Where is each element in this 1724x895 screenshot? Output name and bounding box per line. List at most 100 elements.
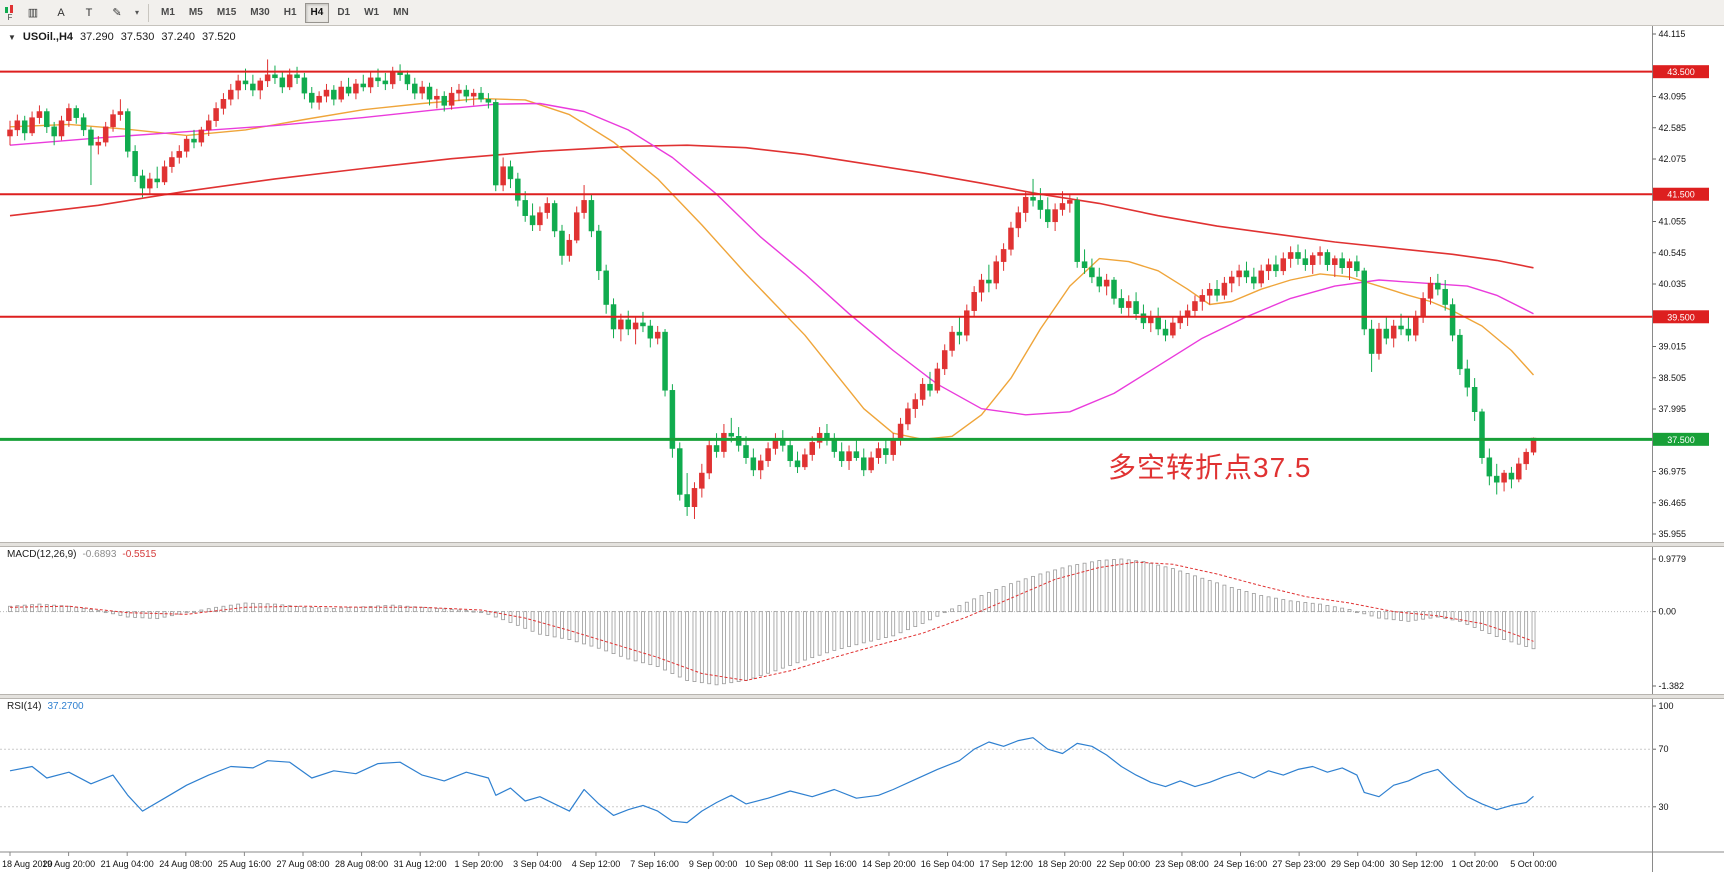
chart-area[interactable]: 43.500 41.500 39.500 37.500 44.115 43.095 42.5… <box>0 26 1724 895</box>
hline-37.500[interactable]: 37.500 <box>0 432 1709 446</box>
svg-text:14 Sep 20:00: 14 Sep 20:00 <box>862 859 916 869</box>
svg-text:41.055: 41.055 <box>1659 217 1687 227</box>
svg-text:5 Oct 00:00: 5 Oct 00:00 <box>1510 859 1557 869</box>
svg-text:44.115: 44.115 <box>1659 29 1686 39</box>
toolbar-button-chart-grid[interactable]: ▥ <box>27 7 39 19</box>
svg-text:4 Sep 12:00: 4 Sep 12:00 <box>572 859 621 869</box>
rsi-line <box>9 737 1534 824</box>
svg-text:11 Sep 16:00: 11 Sep 16:00 <box>804 859 857 869</box>
svg-text:35.955: 35.955 <box>1659 529 1687 539</box>
svg-text:39.500: 39.500 <box>1667 312 1695 322</box>
svg-text:17 Sep 12:00: 17 Sep 12:00 <box>979 859 1033 869</box>
chart-window-icon <box>4 3 16 14</box>
svg-text:39.015: 39.015 <box>1659 342 1687 352</box>
svg-text:70: 70 <box>1659 744 1669 754</box>
macd-signal-value: -0.5515 <box>122 549 157 560</box>
svg-text:27 Sep 23:00: 27 Sep 23:00 <box>1272 859 1326 869</box>
ohlc-close: 37.520 <box>202 31 236 43</box>
hline-39.500[interactable]: 39.500 <box>0 310 1709 324</box>
svg-text:21 Aug 04:00: 21 Aug 04:00 <box>101 859 154 869</box>
ohlc-open: 37.290 <box>80 31 114 43</box>
toolbar-button-text-label[interactable]: A <box>57 6 65 19</box>
svg-text:22 Sep 00:00: 22 Sep 00:00 <box>1097 859 1151 869</box>
toolbar-button-pencil[interactable]: ✎ <box>112 7 122 19</box>
ma-slow-line[interactable] <box>9 144 1534 269</box>
svg-text:25 Aug 16:00: 25 Aug 16:00 <box>218 859 271 869</box>
svg-text:9 Sep 00:00: 9 Sep 00:00 <box>689 859 738 869</box>
timeframe-m30[interactable]: M30 <box>250 6 270 18</box>
svg-text:0.9779: 0.9779 <box>1659 554 1687 564</box>
svg-text:1 Oct 20:00: 1 Oct 20:00 <box>1452 859 1499 869</box>
svg-text:18 Aug 2020: 18 Aug 2020 <box>2 859 53 869</box>
hline-43.500[interactable]: 43.500 <box>0 65 1709 79</box>
svg-text:37.995: 37.995 <box>1659 404 1687 414</box>
rsi-value: 37.2700 <box>47 701 84 712</box>
price-chart-svg[interactable]: 43.500 41.500 39.500 37.500 44.115 43.095 42.5… <box>0 26 1724 895</box>
svg-text:100: 100 <box>1659 701 1674 711</box>
rsi-name: RSI(14) <box>7 701 42 712</box>
draw-buttons: ▥ A T ✎ ▾ <box>19 2 143 24</box>
svg-text:27 Aug 08:00: 27 Aug 08:00 <box>276 859 329 869</box>
chart-title: ▼ USOil.,H4 37.290 37.530 37.240 37.520 <box>8 31 236 43</box>
toolbar-button-pencil-caret[interactable]: ▾ <box>134 8 139 17</box>
ohlc-high: 37.530 <box>120 31 155 43</box>
rsi-axis-labels[interactable]: 100 70 30 <box>1652 701 1674 812</box>
svg-text:30: 30 <box>1659 802 1669 812</box>
timeframe-w1[interactable]: W1 <box>364 6 380 18</box>
svg-text:19 Aug 20:00: 19 Aug 20:00 <box>42 859 95 869</box>
timeframe-h1[interactable]: H1 <box>283 6 297 18</box>
timeframe-buttons: M1 M5 M15 M30 H1 H4 D1 W1 MN <box>154 2 416 23</box>
collapse-triangle-icon[interactable]: ▼ <box>8 32 16 42</box>
pane-splitter[interactable] <box>0 542 1724 547</box>
macd-axis-labels[interactable]: 0.9779 0.00 -1.382 <box>1652 554 1687 691</box>
svg-text:38.505: 38.505 <box>1659 373 1687 383</box>
pane-splitter[interactable] <box>0 694 1724 699</box>
toolbar-grip[interactable]: F <box>2 3 18 22</box>
svg-text:36.465: 36.465 <box>1659 498 1687 508</box>
macd-indicator-label: MACD(12,26,9) -0.6893 -0.5515 <box>7 549 156 560</box>
svg-text:40.545: 40.545 <box>1659 248 1687 258</box>
svg-text:24 Sep 16:00: 24 Sep 16:00 <box>1214 859 1268 869</box>
toolbar: F ▥ A T ✎ ▾ M1 M5 M15 M30 H1 H4 D1 W1 MN <box>0 0 1724 26</box>
svg-text:23 Sep 08:00: 23 Sep 08:00 <box>1155 859 1209 869</box>
svg-text:30 Sep 12:00: 30 Sep 12:00 <box>1390 859 1444 869</box>
svg-text:40.035: 40.035 <box>1659 279 1687 289</box>
price-axis-labels[interactable]: 44.115 43.095 42.585 42.075 41.055 40.545 40.0… <box>1652 29 1687 539</box>
symbol-timeframe-label: USOil.,H4 <box>22 31 74 43</box>
svg-text:10 Sep 08:00: 10 Sep 08:00 <box>745 859 799 869</box>
svg-text:1 Sep 20:00: 1 Sep 20:00 <box>455 859 504 869</box>
svg-text:42.585: 42.585 <box>1659 123 1687 133</box>
svg-text:18 Sep 20:00: 18 Sep 20:00 <box>1038 859 1092 869</box>
svg-text:42.075: 42.075 <box>1659 154 1687 164</box>
svg-text:29 Sep 04:00: 29 Sep 04:00 <box>1331 859 1385 869</box>
timeframe-d1[interactable]: D1 <box>337 6 351 18</box>
svg-text:41.500: 41.500 <box>1667 190 1695 200</box>
rsi-pane <box>0 737 1653 824</box>
svg-text:36.975: 36.975 <box>1659 467 1687 477</box>
ma-fast-line[interactable] <box>9 102 1534 416</box>
macd-main-value: -0.6893 <box>82 549 117 560</box>
timeframe-m1[interactable]: M1 <box>161 6 175 18</box>
svg-text:43.500: 43.500 <box>1667 67 1695 77</box>
timeframe-m15[interactable]: M15 <box>216 6 237 18</box>
toolbar-button-text-frame[interactable]: T <box>85 6 93 19</box>
macd-histogram <box>8 558 1536 686</box>
hline-41.500[interactable]: 41.500 <box>0 187 1709 201</box>
svg-text:3 Sep 04:00: 3 Sep 04:00 <box>513 859 562 869</box>
svg-text:31 Aug 12:00: 31 Aug 12:00 <box>394 859 447 869</box>
svg-text:16 Sep 04:00: 16 Sep 04:00 <box>921 859 975 869</box>
price-annotation[interactable]: 多空转折点37.5 <box>1108 452 1312 483</box>
timeframe-mn[interactable]: MN <box>393 6 409 18</box>
svg-text:0.00: 0.00 <box>1659 607 1677 617</box>
rsi-indicator-label: RSI(14) 37.2700 <box>7 701 84 712</box>
macd-pane <box>0 558 1653 686</box>
svg-text:43.095: 43.095 <box>1659 92 1687 102</box>
timeframe-h4[interactable]: H4 <box>304 2 330 23</box>
toolbar-overflow-label: F <box>7 13 13 22</box>
macd-name: MACD(12,26,9) <box>7 549 77 560</box>
svg-text:24 Aug 08:00: 24 Aug 08:00 <box>159 859 212 869</box>
timeframe-m5[interactable]: M5 <box>188 6 203 18</box>
toolbar-separator <box>148 3 149 22</box>
